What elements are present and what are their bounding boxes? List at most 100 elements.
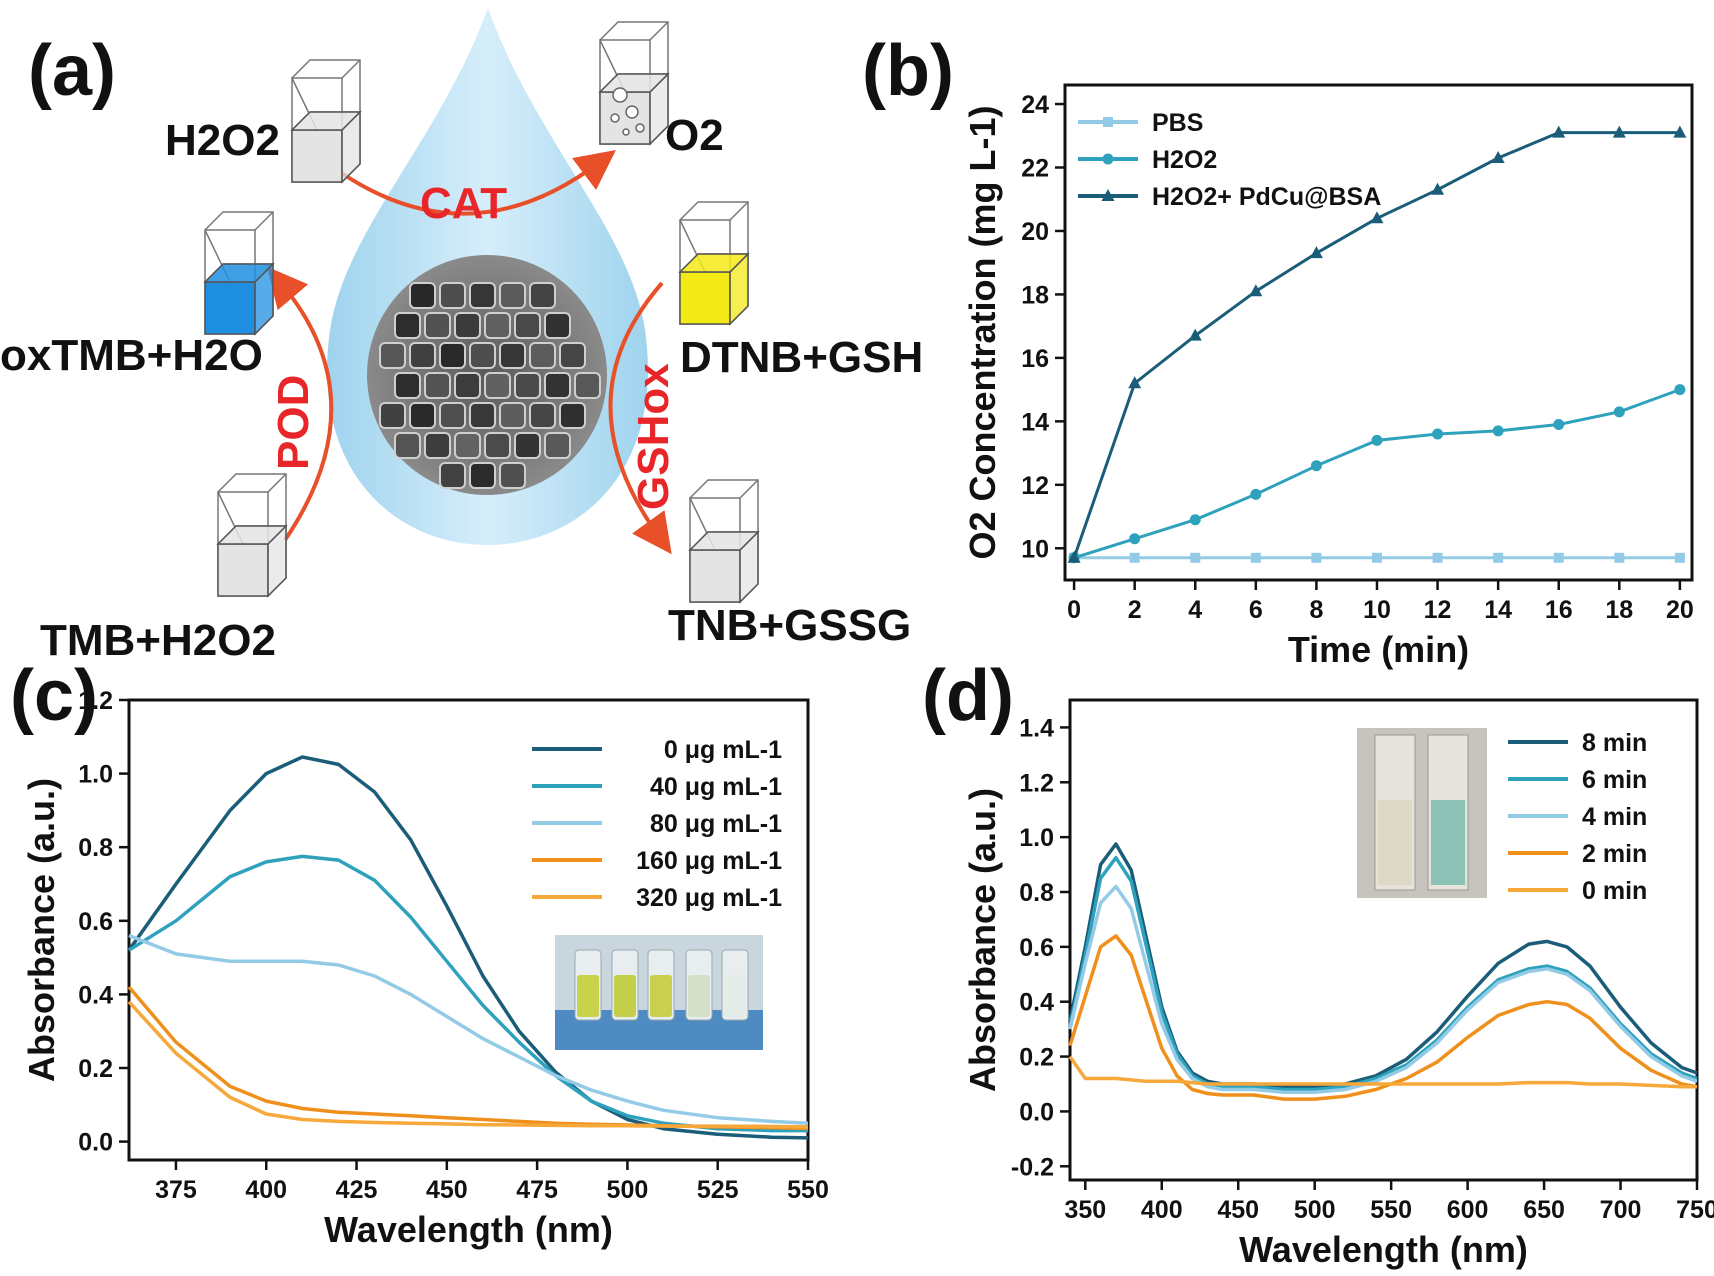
nanoparticle — [424, 312, 451, 339]
nanoparticle — [424, 432, 451, 459]
cat-label: CAT — [420, 179, 507, 228]
x-tick-label: 12 — [1424, 596, 1452, 624]
y-tick-label: 0.4 — [1019, 989, 1054, 1017]
nanoparticle — [484, 372, 511, 399]
x-tick-label: 0 — [1067, 596, 1081, 624]
nanoparticle — [514, 432, 541, 459]
x-tick-label: 525 — [697, 1176, 739, 1204]
panel-a-schematic: (a) CAT POD GSHox H2O2 O2 oxTMB+H2O TMB+… — [0, 8, 923, 665]
x-tick-label: 475 — [516, 1176, 558, 1204]
x-tick-label: 350 — [1064, 1196, 1106, 1224]
data-point — [1249, 284, 1263, 297]
data-point — [1371, 552, 1382, 563]
legend-entry: 0 μg mL-1 — [664, 736, 782, 764]
x-tick-label: 18 — [1605, 596, 1633, 624]
pod-label: POD — [269, 375, 318, 470]
data-point — [1431, 182, 1445, 195]
data-point — [1250, 552, 1261, 563]
series-line-4 — [1068, 1055, 1697, 1089]
series-line-1 — [1073, 388, 1681, 560]
x-tick-label: 425 — [336, 1176, 378, 1204]
nanoparticle — [499, 282, 526, 309]
data-point — [1674, 384, 1686, 396]
legend-entry: 320 μg mL-1 — [636, 884, 782, 912]
data-point — [1493, 552, 1504, 563]
x-tick-label: 500 — [607, 1176, 649, 1204]
cat-arrow — [338, 149, 616, 216]
x-tick-label: 16 — [1545, 596, 1573, 624]
series-line-3 — [1068, 934, 1698, 1101]
legend-marker — [1103, 117, 1113, 127]
dtnb-cuvette-icon — [678, 201, 750, 326]
legend-entry: 2 min — [1582, 840, 1647, 868]
h2o2-label: H2O2 — [165, 116, 280, 165]
y-tick-label: 20 — [1021, 218, 1049, 246]
x-tick-label: 20 — [1666, 596, 1694, 624]
nanoparticle — [499, 342, 526, 369]
plot-frame — [1068, 698, 1699, 1182]
nanoparticle — [439, 282, 466, 309]
y-tick-label: 24 — [1021, 91, 1049, 119]
data-point — [1309, 246, 1323, 259]
data-point — [1188, 328, 1202, 341]
x-tick-label: 500 — [1294, 1196, 1336, 1224]
y-tick-label: 0.6 — [78, 908, 113, 936]
chart-c: 375 400 425 450 475 500 525 550 0.0 0.2 0.4 0.6 0.8 1… — [21, 687, 829, 1250]
data-point — [1674, 552, 1685, 563]
tnb-label: TNB+GSSG — [668, 601, 911, 650]
nanoparticle — [379, 342, 406, 369]
nanoparticle — [439, 462, 466, 489]
nanoparticle — [424, 372, 451, 399]
x-axis-label: Time (min) — [1288, 629, 1469, 670]
legend-entry: H2O2 — [1152, 146, 1217, 174]
x-tick-label: 2 — [1128, 596, 1142, 624]
y-tick-label: 1.0 — [1019, 824, 1054, 852]
y-tick-label: -0.2 — [1011, 1153, 1054, 1181]
y-tick-label: 0.8 — [1019, 879, 1054, 907]
data-point — [1432, 428, 1444, 440]
nanoparticle — [394, 432, 421, 459]
y-tick-label: 0.0 — [78, 1129, 113, 1157]
legend-marker — [1102, 153, 1114, 165]
data-point — [1553, 419, 1565, 431]
y-tick-label: 12 — [1021, 472, 1049, 500]
series-line-4 — [127, 1000, 809, 1129]
series-line-2 — [1068, 884, 1698, 1094]
data-point — [1492, 425, 1504, 437]
data-point — [1612, 125, 1626, 138]
nanoparticle — [439, 402, 466, 429]
nanoparticle — [409, 402, 436, 429]
x-tick-label: 375 — [155, 1176, 197, 1204]
data-point — [1129, 552, 1140, 563]
h2o2-cuvette-icon — [290, 59, 362, 184]
nanoparticle — [574, 372, 601, 399]
data-point — [1491, 150, 1505, 163]
plot-frame — [1063, 83, 1694, 582]
y-tick-label: 16 — [1021, 345, 1049, 373]
y-axis-label: Absorbance (a.u.) — [21, 778, 62, 1082]
tmb-cuvette-icon — [216, 473, 288, 598]
nanoparticle — [544, 312, 571, 339]
panel-a-label: (a) — [28, 31, 116, 111]
nanoparticle — [484, 432, 511, 459]
cuvette-photo-inset — [1357, 728, 1487, 898]
legend-entry: 4 min — [1582, 803, 1647, 831]
legend-entry: 80 μg mL-1 — [650, 810, 782, 838]
gshox-label: GSHox — [629, 363, 678, 510]
data-point — [1311, 552, 1322, 563]
data-point — [1432, 552, 1443, 563]
nanoparticle — [394, 372, 421, 399]
panel-b-label: (b) — [862, 31, 954, 111]
gshox-arrow — [608, 281, 672, 555]
x-tick-label: 450 — [1217, 1196, 1259, 1224]
cuvette-icons — [203, 21, 760, 604]
y-tick-label: 0.8 — [78, 834, 113, 862]
data-point — [1190, 552, 1201, 563]
legend-entry: H2O2+ PdCu@BSA — [1152, 183, 1381, 211]
panel-c-label: (c) — [10, 656, 98, 736]
data-point — [1614, 552, 1625, 563]
nanoparticle — [454, 372, 481, 399]
legend-entry: PBS — [1152, 109, 1203, 137]
data-point — [1552, 125, 1566, 138]
